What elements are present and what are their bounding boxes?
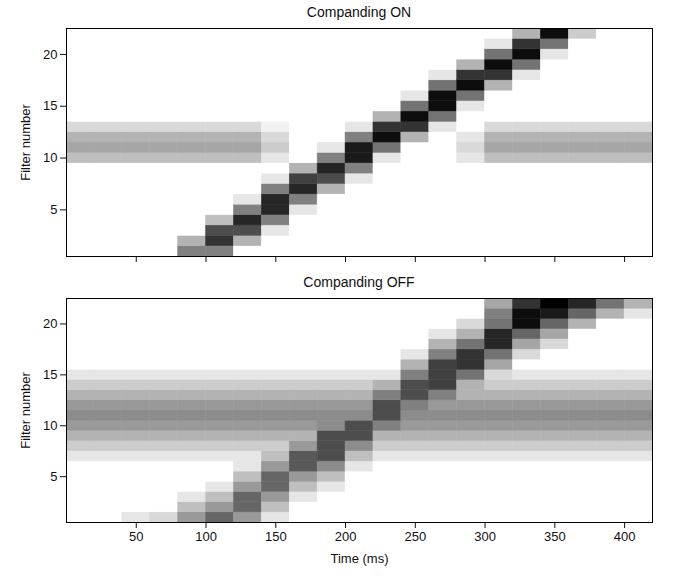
svg-text:150: 150 [265, 529, 287, 544]
svg-text:300: 300 [474, 529, 496, 544]
svg-text:20: 20 [43, 47, 57, 62]
svg-text:15: 15 [43, 98, 57, 113]
svg-text:250: 250 [404, 529, 426, 544]
svg-text:20: 20 [43, 316, 57, 331]
svg-text:5: 5 [50, 202, 57, 217]
svg-text:Filter number: Filter number [18, 372, 33, 449]
svg-text:100: 100 [195, 529, 217, 544]
svg-text:Time (ms): Time (ms) [330, 551, 388, 566]
svg-text:Filter number: Filter number [18, 104, 33, 181]
svg-text:10: 10 [43, 418, 57, 433]
html-text:Companding OFF: Companding OFF [303, 274, 415, 290]
svg-text:350: 350 [544, 529, 566, 544]
svg-text:10: 10 [43, 150, 57, 165]
svg-text:200: 200 [335, 529, 357, 544]
html-text:Companding ON: Companding ON [306, 4, 412, 20]
svg-text:5: 5 [50, 469, 57, 484]
svg-text:50: 50 [129, 529, 143, 544]
svg-text:400: 400 [614, 529, 636, 544]
svg-text:15: 15 [43, 367, 57, 382]
